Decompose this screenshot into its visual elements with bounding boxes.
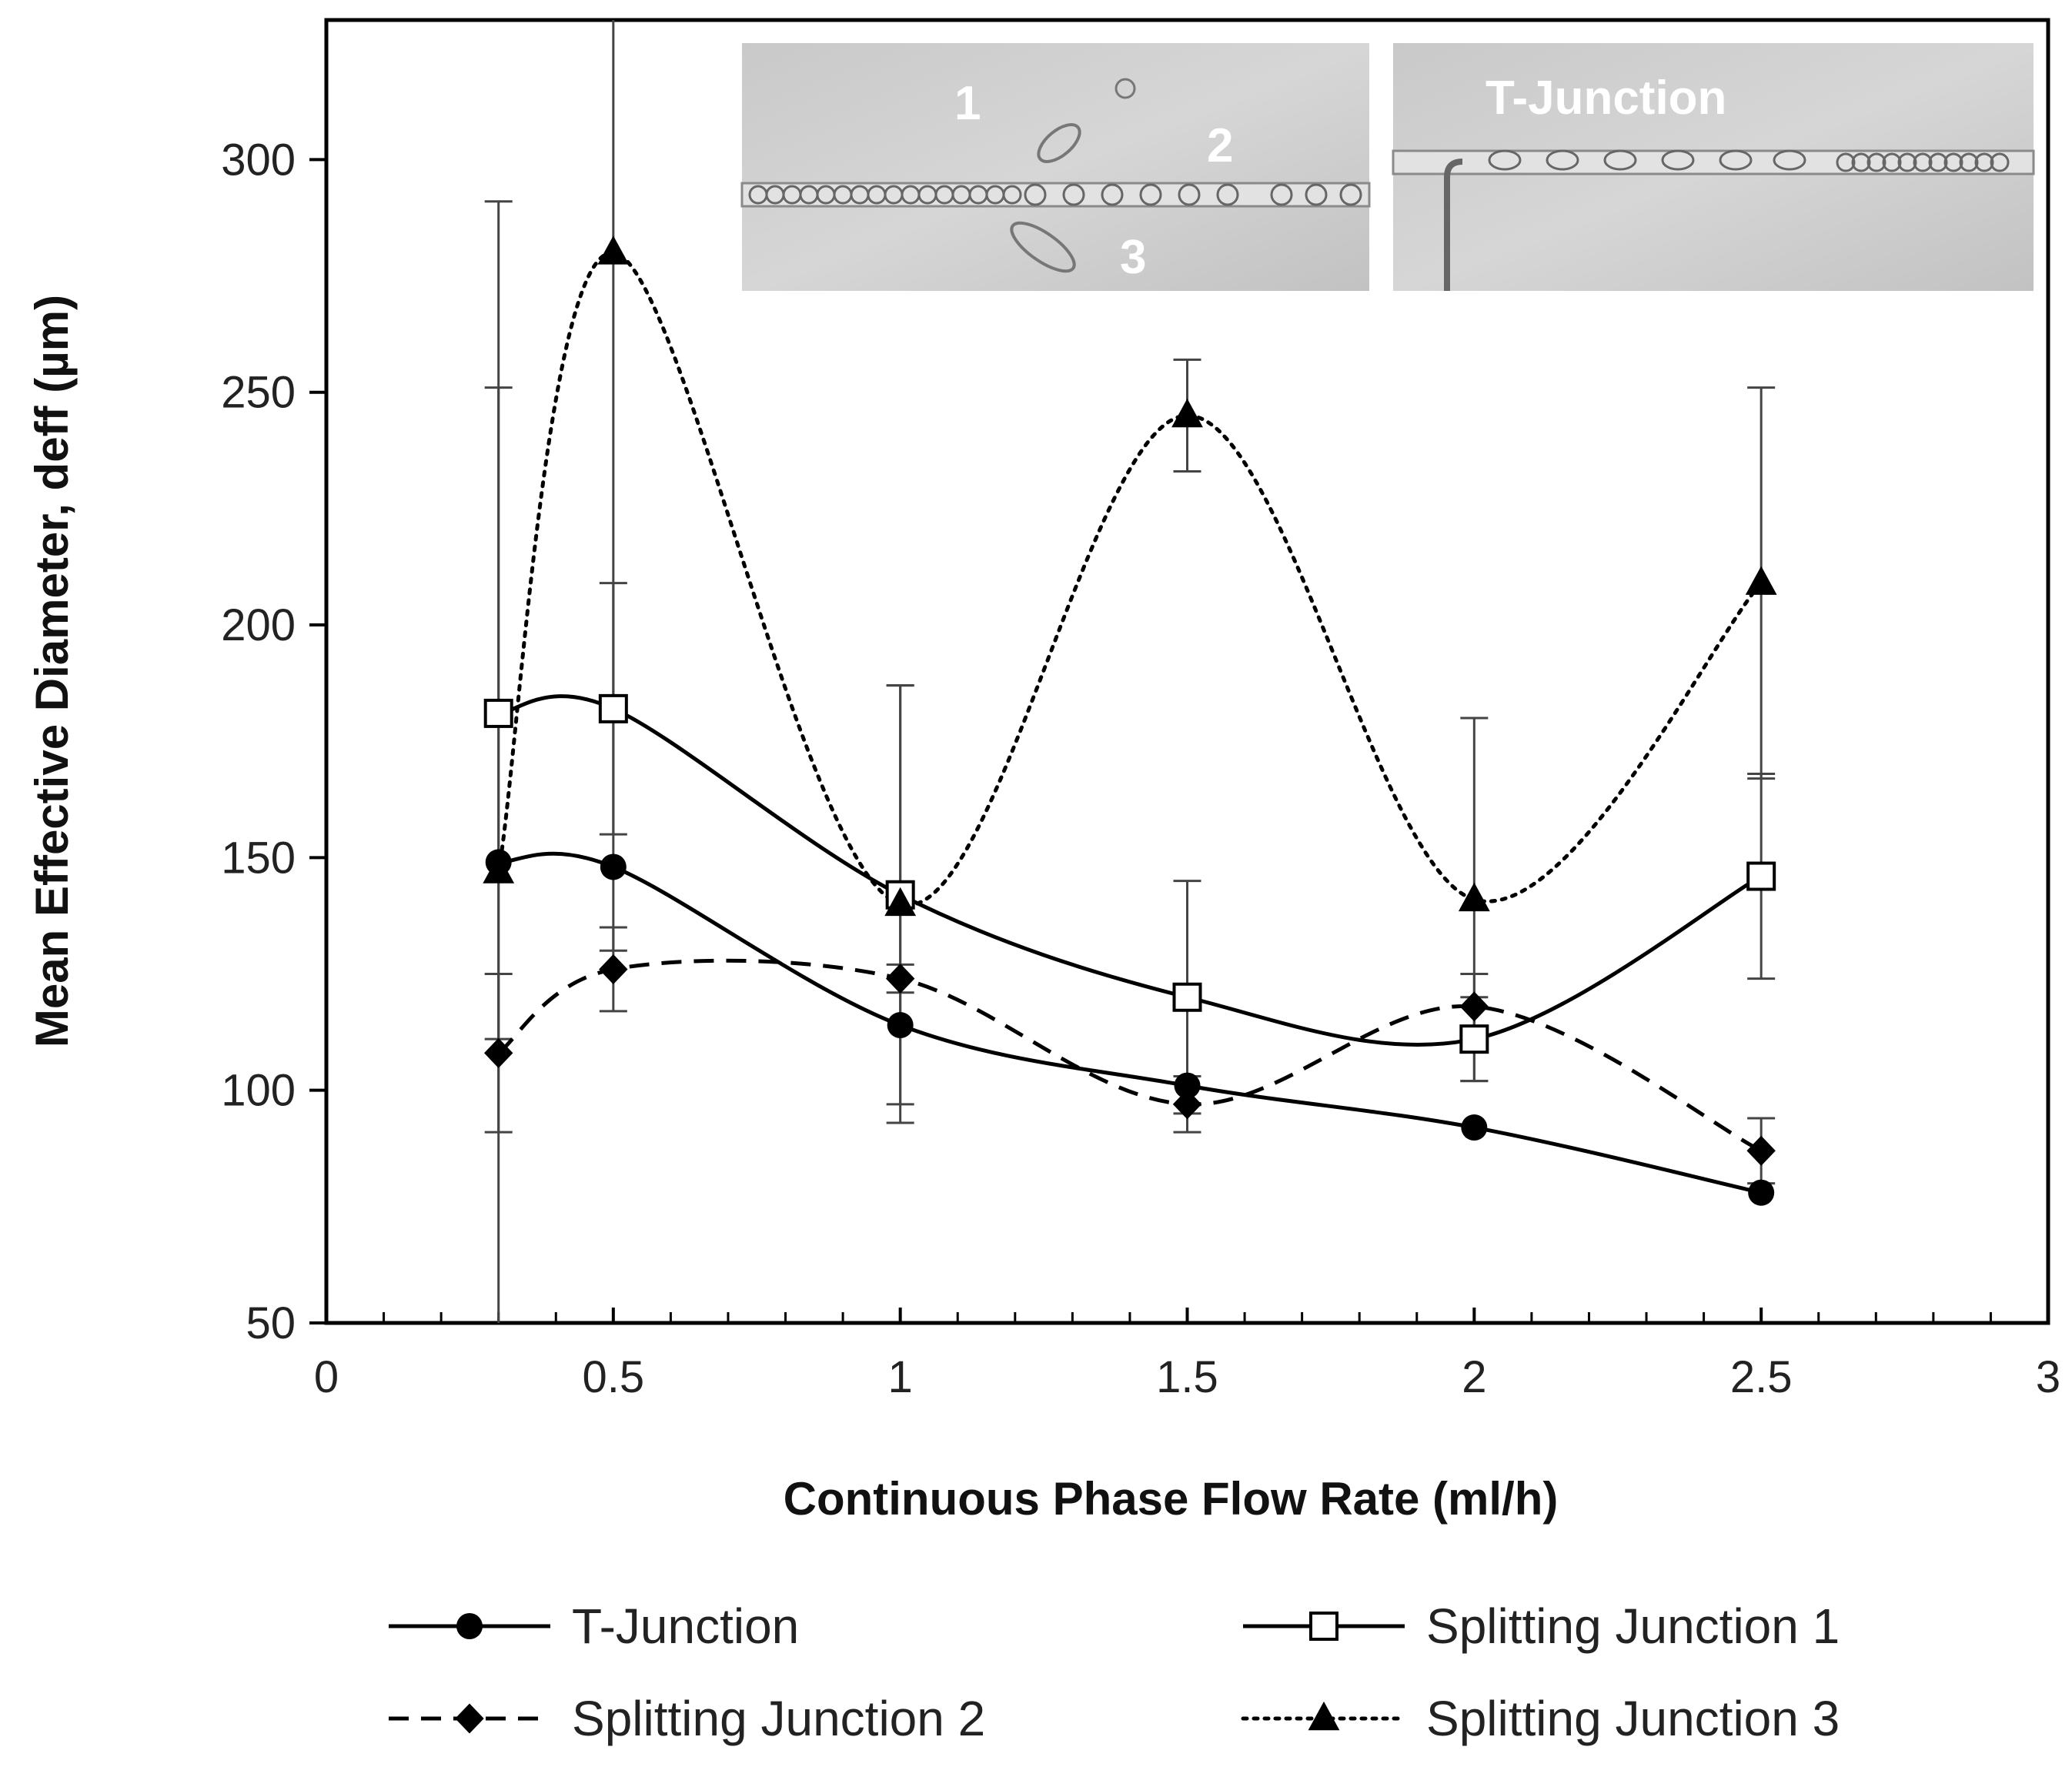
y-tick-label: 300 <box>221 135 296 185</box>
droplet <box>1882 152 1902 172</box>
data-point-splitting-junction-2 <box>599 954 628 985</box>
x-tick-label: 1.5 <box>1156 1352 1218 1402</box>
data-point-splitting-junction-2 <box>885 964 915 994</box>
legend-label: T-Junction <box>572 1598 799 1654</box>
splitting-junction-micrograph: 1 2 3 <box>740 43 1371 291</box>
legend-item-splitting-junction-1: Splitting Junction 1 <box>1243 1598 1840 1654</box>
x-tick-label: 3 <box>2036 1352 2060 1402</box>
y-tick-label: 150 <box>221 833 296 883</box>
y-tick-label: 50 <box>246 1298 296 1348</box>
data-point-t-junction <box>887 1012 914 1039</box>
data-point-t-junction <box>1748 1179 1775 1206</box>
data-point-splitting-junction-1 <box>1172 982 1202 1012</box>
data-point-splitting-junction-1 <box>1459 1024 1489 1054</box>
legend-marker <box>455 1703 484 1734</box>
x-axis-title: Continuous Phase Flow Rate (ml/h) <box>784 1473 1559 1525</box>
droplet <box>1062 183 1085 206</box>
droplet <box>1216 183 1239 206</box>
inset-label-t-junction: T-Junction <box>1485 72 1726 125</box>
y-tick-label: 100 <box>221 1066 296 1116</box>
x-tick-label: 2 <box>1462 1352 1486 1402</box>
droplet <box>1928 152 1948 172</box>
droplet <box>1897 152 1917 172</box>
droplet <box>1773 149 1806 171</box>
data-point-splitting-junction-3 <box>1458 882 1490 912</box>
series-markers <box>483 235 1777 1206</box>
droplet <box>1959 152 1979 172</box>
data-point-t-junction <box>600 853 627 880</box>
droplet <box>1488 149 1522 171</box>
droplet <box>1719 149 1753 171</box>
y-axis-title: Mean Effective Diameter, deff (µm) <box>26 295 78 1047</box>
x-tick-label: 0 <box>314 1352 339 1402</box>
data-point-splitting-junction-2 <box>1459 991 1489 1022</box>
droplet <box>1178 183 1201 206</box>
droplet <box>1913 152 1933 172</box>
droplet <box>1002 185 1022 205</box>
legend-label: Splitting Junction 1 <box>1426 1598 1840 1654</box>
data-point-splitting-junction-3 <box>1745 566 1777 595</box>
inset-label-3: 3 <box>1120 231 1146 284</box>
y-tick-label: 250 <box>221 368 296 418</box>
t-junction-micrograph: T-Junction <box>1392 43 2035 291</box>
x-tick-label: 1 <box>888 1352 913 1402</box>
droplet <box>1139 183 1162 206</box>
legend-label: Splitting Junction 2 <box>572 1691 985 1746</box>
data-point-splitting-junction-2 <box>1746 1135 1776 1166</box>
legend-item-splitting-junction-3: Splitting Junction 3 <box>1241 1691 1840 1746</box>
droplet <box>1943 152 1963 172</box>
legend-item-splitting-junction-2: Splitting Junction 2 <box>389 1691 985 1746</box>
droplet <box>1990 152 2010 172</box>
legend-label: Splitting Junction 3 <box>1426 1691 1840 1746</box>
data-point-splitting-junction-3 <box>483 854 515 884</box>
series-line-t-junction <box>498 851 1762 1195</box>
inset-label-1: 1 <box>954 77 981 130</box>
data-point-splitting-junction-3 <box>1171 398 1203 428</box>
droplet <box>1305 183 1328 206</box>
legend-marker <box>1309 1612 1338 1641</box>
data-point-splitting-junction-2 <box>1172 1089 1202 1120</box>
droplet <box>1866 152 1887 172</box>
data-point-splitting-junction-3 <box>884 887 917 917</box>
legend-item-t-junction: T-Junction <box>389 1598 799 1654</box>
data-point-t-junction <box>1174 1072 1201 1099</box>
y-tick-label: 200 <box>221 600 296 650</box>
droplet <box>1270 183 1293 206</box>
data-point-splitting-junction-1 <box>483 698 513 728</box>
droplet <box>1974 152 1994 172</box>
inset-label-2: 2 <box>1207 119 1233 172</box>
droplet <box>1851 152 1871 172</box>
droplet <box>1603 149 1637 171</box>
droplet <box>1101 183 1124 206</box>
droplet <box>1546 149 1579 171</box>
x-tick-label: 0.5 <box>583 1352 645 1402</box>
data-point-splitting-junction-3 <box>597 235 630 265</box>
data-point-t-junction <box>1461 1114 1488 1141</box>
y-axis: 50 100 150 200 250 300 <box>221 135 326 1348</box>
data-point-splitting-junction-2 <box>484 1037 513 1068</box>
legend: T-Junction Splitting Junction 1 Splitting … <box>389 1598 1840 1746</box>
legend-marker <box>1308 1701 1340 1731</box>
x-tick-label: 2.5 <box>1730 1352 1793 1402</box>
legend-marker <box>456 1613 483 1639</box>
droplet <box>1836 152 1856 172</box>
droplet <box>1661 149 1695 171</box>
droplet <box>1024 183 1047 206</box>
data-point-splitting-junction-1 <box>1746 861 1776 891</box>
x-axis: 0 0.5 1 1.5 2 2.5 3 <box>314 1308 2060 1402</box>
data-point-splitting-junction-1 <box>598 693 628 723</box>
droplet <box>1339 183 1362 206</box>
